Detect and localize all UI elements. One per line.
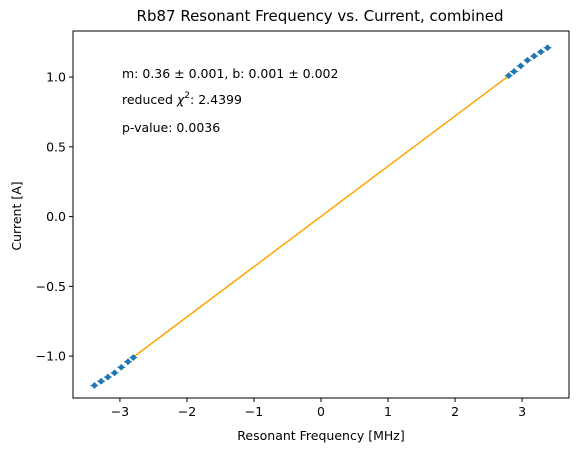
p-value-annotation: p-value: 0.0036 — [122, 120, 220, 135]
data-point — [97, 377, 105, 385]
annotations: m: 0.36 ± 0.001, b: 0.001 ± 0.002 reduce… — [122, 66, 338, 135]
x-tick-label: −3 — [111, 404, 129, 419]
x-tick-label: 2 — [451, 404, 459, 419]
data-point — [117, 363, 125, 371]
x-axis-label: Resonant Frequency [MHz] — [237, 428, 404, 443]
chi2-annotation: reduced χ2: 2.4399 — [122, 91, 242, 107]
y-axis-label: Current [A] — [9, 181, 24, 250]
x-tick-label: 1 — [384, 404, 392, 419]
data-point — [537, 48, 545, 56]
data-point — [90, 381, 99, 389]
y-tick-label: −0.5 — [36, 279, 66, 294]
data-point — [124, 358, 132, 366]
x-tick-label: 3 — [518, 404, 526, 419]
fit-params-annotation: m: 0.36 ± 0.001, b: 0.001 ± 0.002 — [122, 66, 338, 81]
x-tick-label: 0 — [317, 404, 325, 419]
y-tick-label: 1.0 — [46, 70, 66, 85]
x-tick-label: −1 — [245, 404, 263, 419]
chi2-superscript: 2 — [184, 91, 190, 101]
data-point — [517, 62, 525, 70]
chi2-value: : 2.4399 — [190, 92, 242, 107]
y-tick-label: −1.0 — [36, 349, 66, 364]
chi2-symbol: χ — [176, 92, 185, 107]
data-point — [104, 373, 112, 381]
y-tick-label: 0.0 — [46, 209, 66, 224]
plot-layer: −3 −2 −1 0 1 2 3 −1.0 −0.5 0.0 0.5 1.0 — [36, 30, 570, 419]
data-point — [510, 67, 518, 76]
chi2-prefix: reduced — [122, 92, 177, 107]
fit-line — [132, 75, 510, 358]
chart-title: Rb87 Resonant Frequency vs. Current, com… — [137, 7, 504, 25]
data-point — [543, 44, 552, 52]
data-point — [523, 56, 531, 64]
data-point — [129, 353, 137, 362]
y-tick-label: 0.5 — [46, 139, 66, 154]
data-point — [530, 52, 538, 60]
x-tick-label: −2 — [178, 404, 196, 419]
data-point — [505, 72, 513, 80]
data-point — [111, 369, 119, 377]
